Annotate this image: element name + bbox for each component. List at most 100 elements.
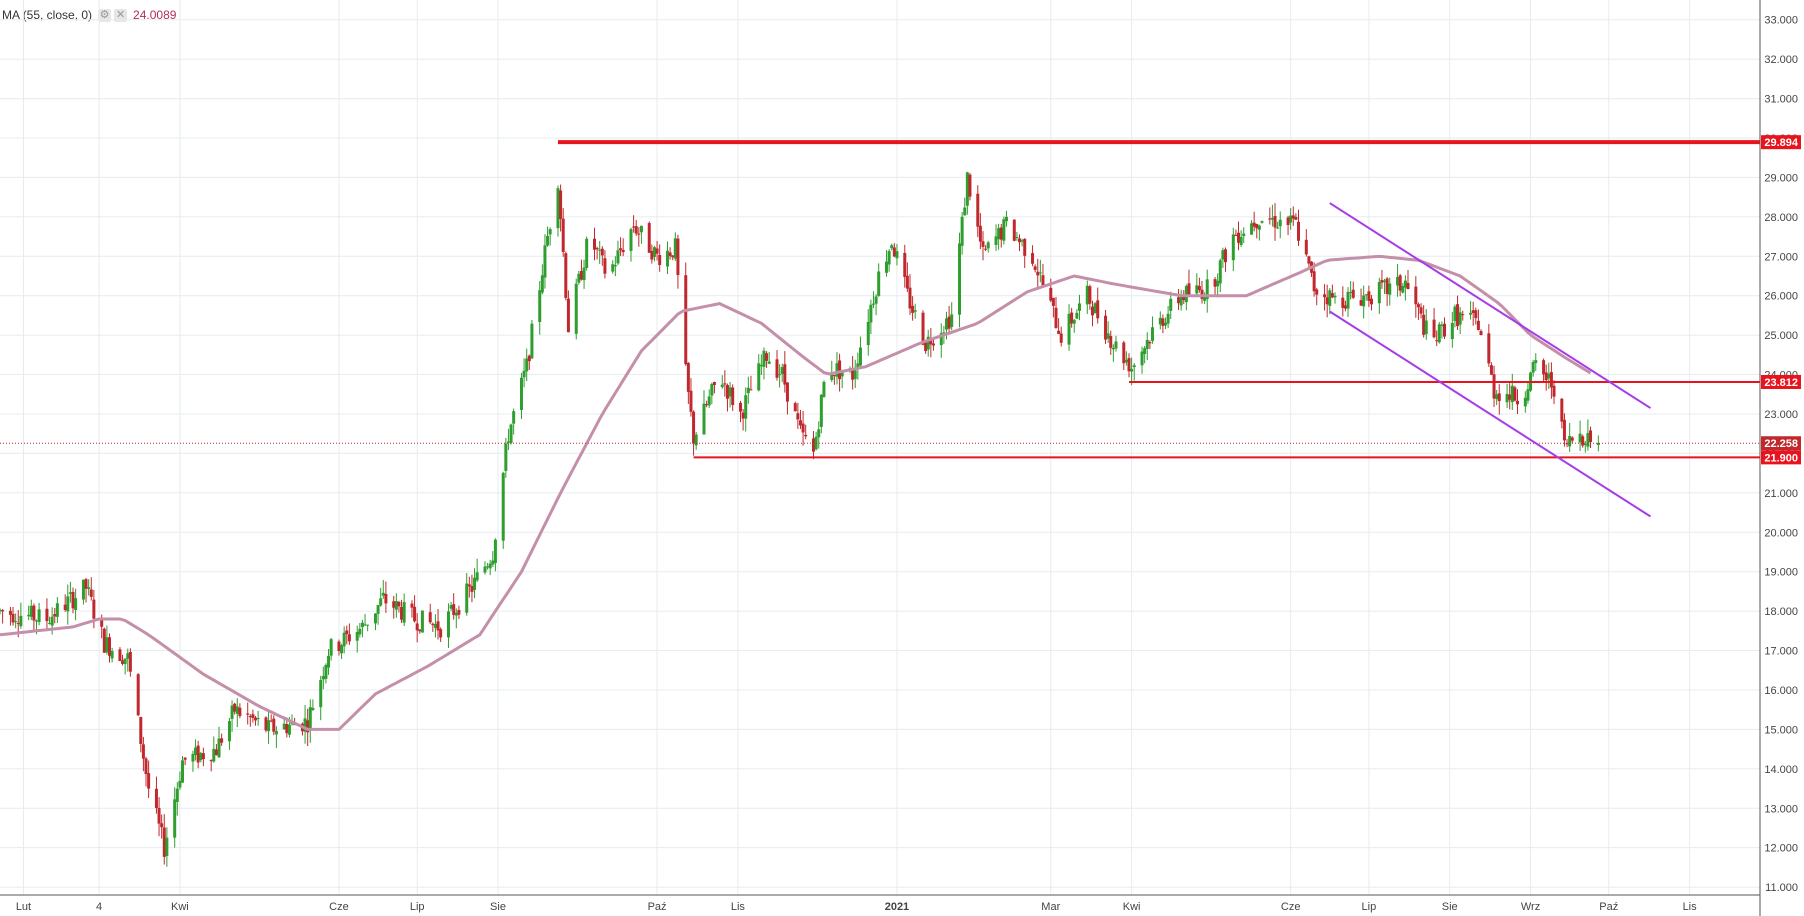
candle-body — [947, 316, 951, 329]
candle-body — [1565, 443, 1569, 445]
candle-body — [160, 823, 164, 828]
candle-body — [175, 788, 179, 802]
candle-body — [796, 413, 800, 420]
candle-body — [1432, 319, 1436, 338]
candle-body — [1508, 394, 1512, 400]
candle-body — [652, 247, 656, 257]
candle-body — [1341, 297, 1345, 308]
candle-body — [858, 347, 862, 366]
candle-body — [1516, 400, 1520, 405]
candle-body — [1122, 342, 1126, 364]
candle-body — [548, 229, 552, 235]
price-tag-label: 23.812 — [1764, 377, 1798, 389]
candle-body — [1497, 393, 1501, 402]
candle-body — [1523, 397, 1527, 407]
candle-body — [712, 382, 716, 385]
candle-body — [887, 251, 891, 265]
candle-body — [1124, 359, 1128, 363]
candle-body — [254, 717, 258, 721]
candle-body — [739, 402, 743, 412]
candle-body — [1059, 333, 1063, 343]
time-tick-label: Sie — [490, 901, 506, 913]
candle-body — [600, 248, 604, 256]
candle-body — [35, 620, 39, 622]
candle-body — [817, 429, 821, 438]
candle-body — [467, 584, 471, 587]
candle-body — [402, 602, 406, 623]
candle-body — [1544, 372, 1548, 381]
candle-body — [363, 624, 367, 626]
candle-body — [1221, 250, 1225, 260]
candle-body — [853, 370, 857, 379]
gear-icon[interactable]: ⚙ — [98, 8, 112, 22]
candle-body — [1036, 271, 1040, 276]
candle-body — [50, 616, 54, 626]
candle-body — [958, 243, 962, 315]
candle-body — [355, 632, 359, 641]
candle-body — [506, 441, 510, 443]
candle-body — [530, 323, 534, 359]
candle-body — [1255, 224, 1259, 229]
candle-body — [978, 225, 982, 242]
candle-body — [1195, 285, 1199, 294]
candle-body — [1419, 307, 1423, 314]
candle-body — [1398, 275, 1402, 291]
candle-body — [285, 723, 289, 734]
candle-body — [939, 333, 943, 346]
candle-body — [540, 275, 544, 293]
candle-body — [27, 614, 31, 617]
candle-body — [436, 621, 440, 631]
candle-body — [141, 744, 145, 759]
candle-body — [1330, 293, 1334, 298]
close-icon[interactable]: ✕ — [114, 8, 128, 22]
candle-body — [1570, 437, 1574, 441]
candle-body — [1127, 358, 1131, 372]
candle-body — [1474, 310, 1478, 319]
candle-body — [1, 610, 5, 612]
price-tick-label: 31.000 — [1764, 94, 1798, 106]
candle-body — [895, 251, 899, 259]
candle-body — [1197, 286, 1201, 291]
candle-body — [1205, 279, 1209, 300]
candle-body — [1403, 280, 1407, 288]
candle-body — [1184, 286, 1188, 303]
candle-body — [840, 372, 844, 377]
candle-body — [616, 250, 620, 264]
candle-body — [1296, 221, 1300, 241]
candle-body — [1091, 306, 1095, 316]
candle-body — [1057, 330, 1061, 334]
candle-body — [1033, 266, 1037, 270]
candle-body — [100, 617, 104, 627]
candle-body — [470, 585, 474, 592]
candle-body — [92, 599, 96, 619]
candle-body — [340, 645, 344, 654]
candle-body — [1273, 216, 1277, 228]
candle-body — [798, 420, 802, 426]
candle-body — [574, 283, 578, 334]
candle-body — [53, 614, 57, 617]
candle-body — [1325, 297, 1329, 305]
candle-body — [1549, 372, 1553, 388]
price-tag-label: 29.894 — [1764, 137, 1799, 149]
time-tick-label: 4 — [96, 901, 102, 913]
candle-body — [725, 385, 729, 399]
time-tick-label: Lis — [1683, 901, 1698, 913]
time-tick-label: Mar — [1041, 901, 1060, 913]
candle-body — [66, 596, 70, 612]
time-tick-label: Cze — [329, 901, 349, 913]
price-tick-label: 15.000 — [1764, 724, 1798, 736]
candle-body — [1237, 232, 1241, 243]
time-tick-label: Lip — [410, 901, 425, 913]
candle-body — [822, 381, 826, 397]
indicator-value: 24.0089 — [133, 8, 177, 22]
candle-body — [264, 717, 268, 731]
candle-body — [1542, 360, 1546, 375]
candle-body — [1333, 295, 1337, 298]
candle-body — [74, 598, 78, 610]
candle-body — [1114, 341, 1118, 349]
candle-body — [121, 660, 125, 664]
candle-body — [269, 720, 273, 722]
candle-body — [1177, 297, 1181, 304]
candle-body — [1552, 385, 1556, 397]
